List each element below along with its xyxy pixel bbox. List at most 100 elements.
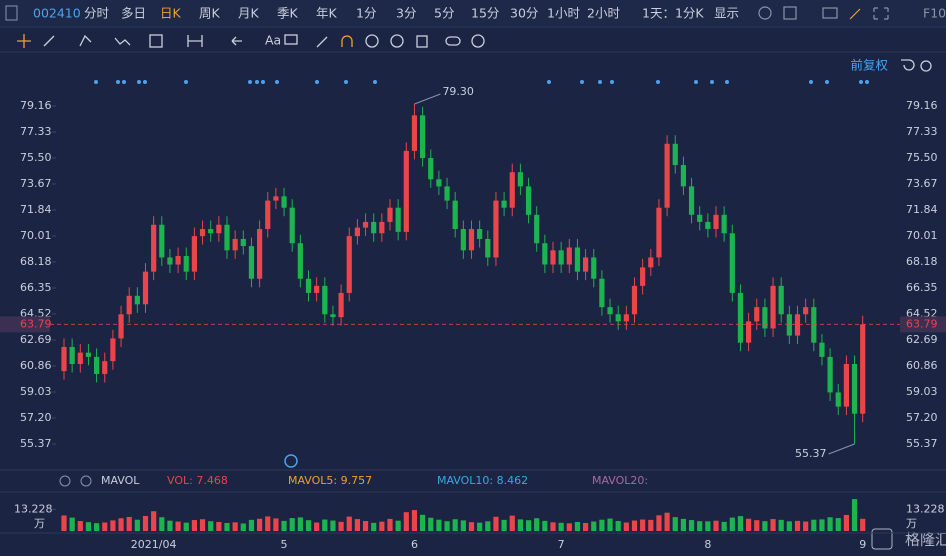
period-tab[interactable]: 日K (160, 6, 182, 21)
event-marker[interactable] (248, 80, 252, 84)
delete-tool[interactable] (416, 35, 428, 48)
event-marker[interactable] (694, 80, 698, 84)
volume-bar (314, 522, 320, 531)
pencil-icon[interactable] (849, 8, 861, 20)
event-marker[interactable] (725, 80, 729, 84)
period-tab[interactable]: 周K (199, 6, 221, 21)
indicator-settings[interactable] (59, 475, 71, 487)
volume-bar (664, 512, 670, 531)
hide-tool[interactable] (390, 34, 404, 48)
candle-body (664, 143, 670, 208)
x-tick-label: 7 (558, 538, 565, 551)
pen-tool[interactable] (79, 34, 92, 47)
period-select[interactable]: 1天：1分K (642, 6, 704, 21)
ruler-tool[interactable] (316, 36, 328, 48)
event-marker[interactable] (656, 80, 660, 84)
volume-bar (191, 520, 197, 531)
event-marker[interactable] (547, 80, 551, 84)
indicator-name[interactable]: MAVOL (101, 474, 140, 487)
candle-body (640, 267, 646, 286)
camera-icon[interactable] (822, 7, 838, 19)
settings-tool[interactable] (471, 34, 485, 48)
y-tick-label: 70.01 (20, 229, 52, 242)
event-marker[interactable] (122, 80, 126, 84)
volume-bar (273, 518, 279, 531)
candle-body (607, 307, 613, 315)
period-tab[interactable]: 季K (277, 6, 299, 21)
volume-bar (729, 517, 735, 531)
volume-bar (860, 518, 866, 531)
event-marker[interactable] (143, 80, 147, 84)
event-icon[interactable] (284, 454, 298, 468)
event-marker[interactable] (137, 80, 141, 84)
volume-bar (362, 521, 369, 531)
event-marker[interactable] (710, 80, 714, 84)
volume-bar (746, 518, 752, 531)
volume-bar (851, 499, 858, 531)
period-tab[interactable]: 30分 (510, 6, 538, 21)
candle-body (550, 250, 556, 265)
period-tab[interactable]: 多日 (121, 6, 146, 21)
period-tab[interactable]: 分时 (84, 6, 110, 21)
arrow-tool[interactable] (231, 36, 242, 46)
event-marker[interactable] (255, 80, 259, 84)
candle-body (395, 207, 401, 232)
adjust-mode[interactable]: 前复权 (850, 58, 888, 73)
magnet-tool[interactable] (341, 35, 353, 47)
text-tool[interactable]: Aa (265, 33, 281, 48)
candle-body (273, 196, 279, 201)
event-marker[interactable] (598, 80, 602, 84)
crosshair-tool[interactable] (17, 34, 31, 48)
link-tool[interactable] (445, 36, 461, 46)
y-tick-label: 77.33 (20, 125, 52, 138)
event-marker[interactable] (825, 80, 829, 84)
event-marker[interactable] (859, 80, 863, 84)
settings-icon[interactable] (758, 6, 772, 20)
event-marker[interactable] (116, 80, 120, 84)
volume-bar (811, 519, 817, 531)
period-tab[interactable]: 2小时 (587, 6, 620, 21)
wave-tool[interactable] (114, 37, 131, 46)
lock-tool[interactable] (365, 34, 379, 48)
candle-body (257, 229, 263, 279)
measure-tool[interactable] (149, 34, 163, 48)
sidebar-icon[interactable] (5, 5, 18, 21)
volume-bar (648, 519, 654, 531)
display-select[interactable]: 显示 (714, 6, 739, 21)
period-tab[interactable]: 月K (238, 6, 260, 21)
line-tool[interactable] (43, 35, 55, 47)
period-tab[interactable]: 1分 (356, 6, 376, 21)
event-marker[interactable] (809, 80, 813, 84)
y-tick-label: 66.35 (20, 281, 52, 294)
event-marker[interactable] (610, 80, 614, 84)
period-tab[interactable]: 5分 (434, 6, 454, 21)
period-tab[interactable]: 1小时 (547, 6, 580, 21)
period-tab[interactable]: 年K (316, 6, 338, 21)
period-tab[interactable]: 3分 (396, 6, 416, 21)
candle-body (811, 307, 817, 343)
event-marker[interactable] (315, 80, 319, 84)
event-marker[interactable] (344, 80, 348, 84)
event-marker[interactable] (94, 80, 98, 84)
reset-tool[interactable] (901, 59, 915, 71)
volume-bar (379, 521, 385, 531)
event-marker[interactable] (580, 80, 584, 84)
indicator-close[interactable] (80, 475, 92, 487)
stock-code: 002410 (33, 6, 81, 21)
event-marker[interactable] (373, 80, 377, 84)
range-tool[interactable] (187, 35, 203, 47)
event-marker[interactable] (275, 80, 279, 84)
zoom-tool[interactable] (920, 60, 932, 72)
period-tab[interactable]: 15分 (471, 6, 499, 21)
volume-bar (656, 515, 662, 531)
event-marker[interactable] (261, 80, 265, 84)
volume-bar (411, 510, 418, 531)
event-marker[interactable] (865, 80, 869, 84)
fullscreen-icon[interactable] (873, 7, 889, 20)
candle-body (240, 238, 246, 247)
checkbox-icon[interactable] (783, 6, 797, 20)
candle-body (436, 179, 442, 187)
event-marker[interactable] (184, 80, 188, 84)
f10-button[interactable]: F10 (923, 6, 946, 21)
note-tool[interactable] (284, 34, 298, 45)
